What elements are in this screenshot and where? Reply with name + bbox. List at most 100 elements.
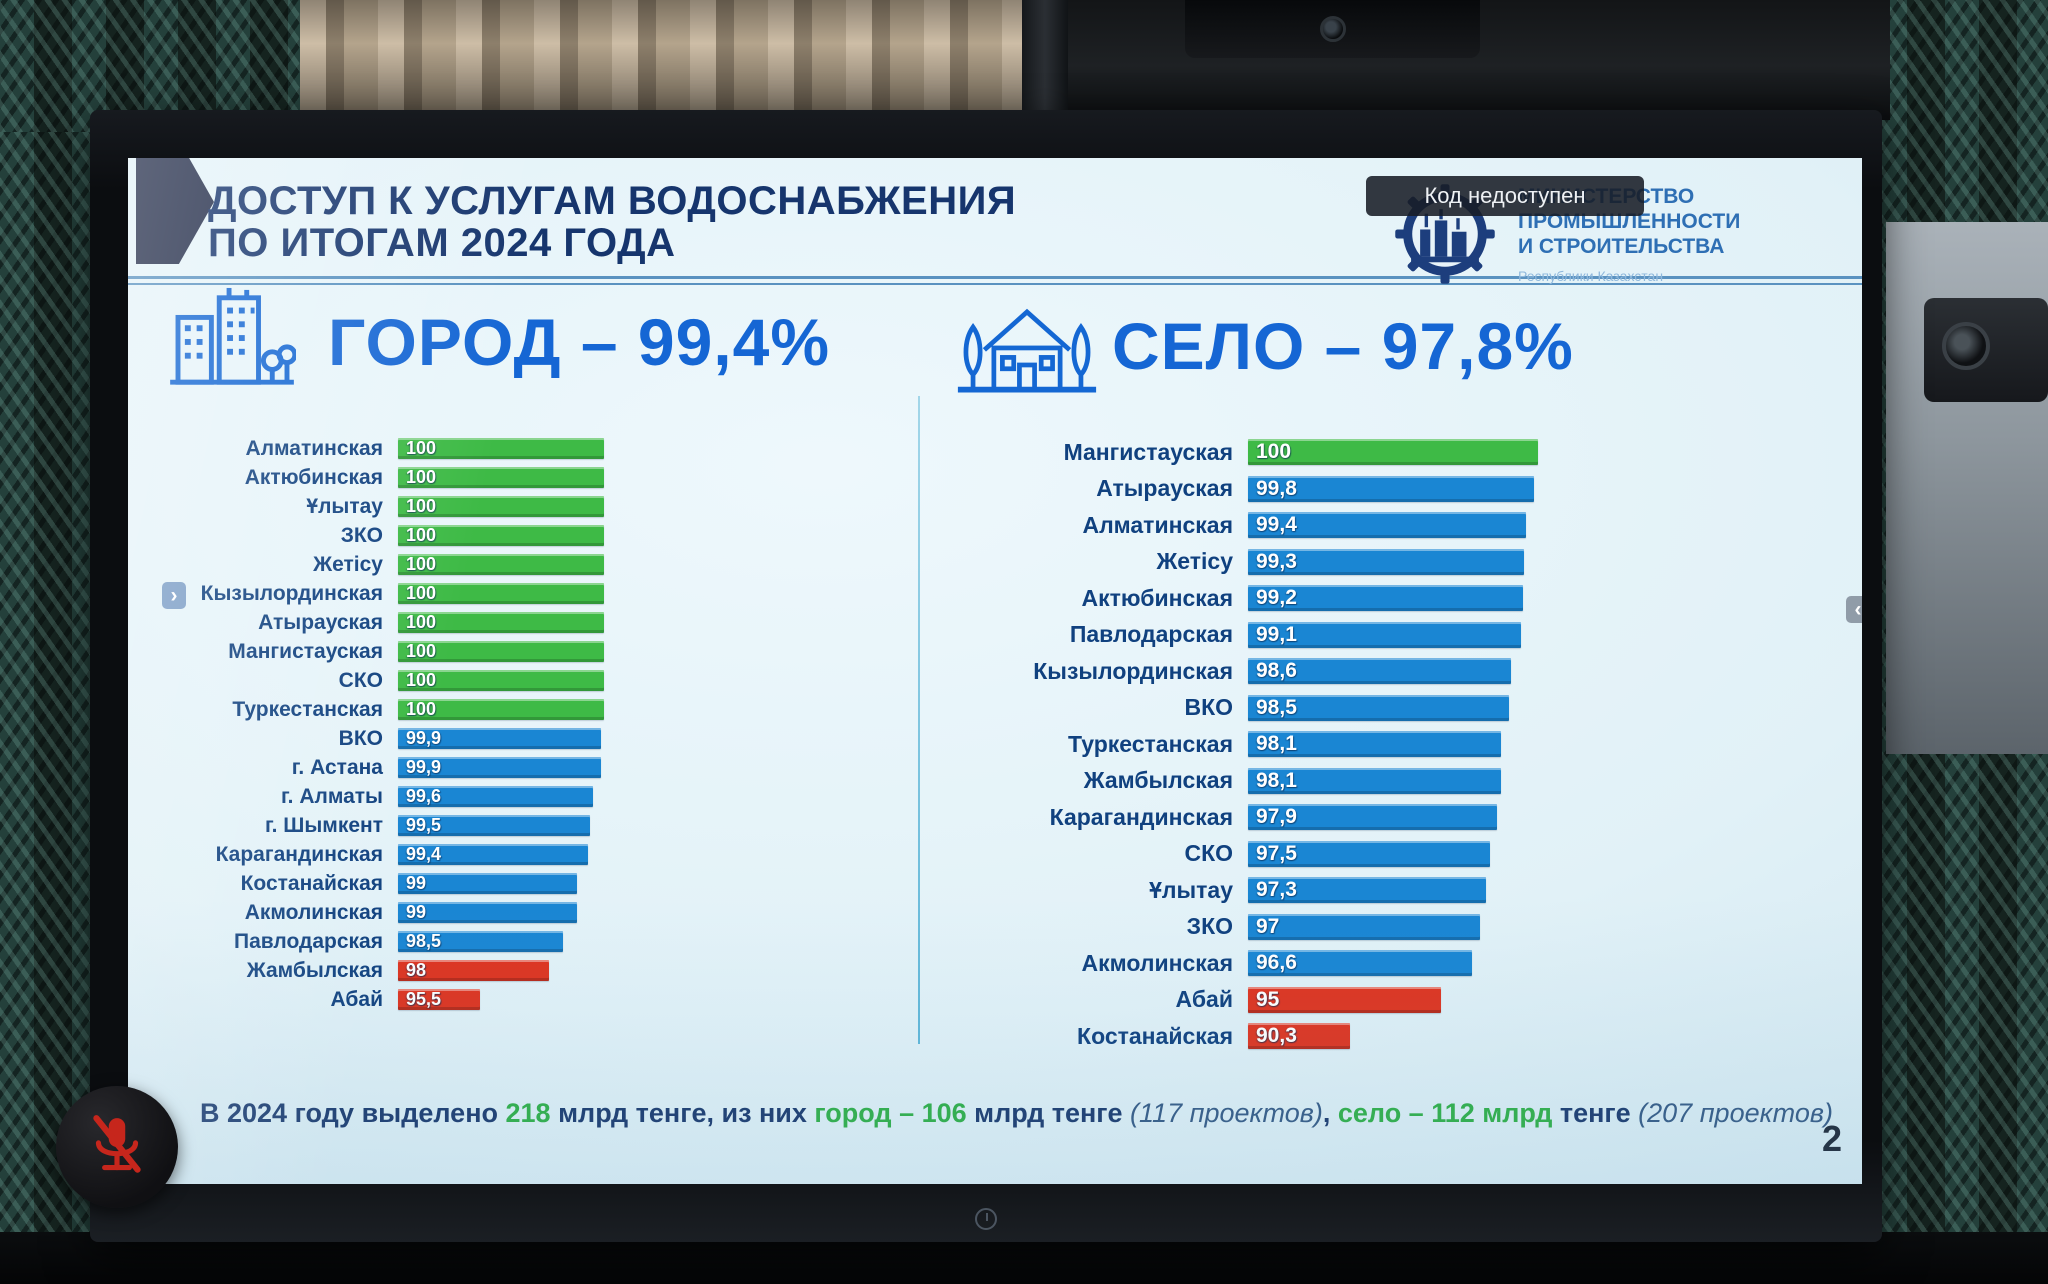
bar-track: 98,6 — [1248, 653, 1538, 690]
bar-value: 99,3 — [1256, 549, 1297, 573]
bar-green: 100 — [398, 525, 604, 546]
bar-track: 98,5 — [1248, 690, 1538, 727]
bar-track: 100 — [398, 608, 604, 637]
region-label: Туркестанская — [1068, 730, 1233, 757]
bar-track: 100 — [398, 434, 604, 463]
region-label: Актюбинская — [1081, 584, 1233, 611]
region-label: Алматинская — [1082, 511, 1233, 538]
bar-track: 99,9 — [398, 724, 604, 753]
bar-value: 99,8 — [1256, 476, 1297, 500]
microphone-muted-badge — [56, 1086, 178, 1208]
bar-green: 100 — [398, 438, 604, 459]
chart-row: Атырауская 99,8 — [994, 471, 1844, 508]
nav-arrow-right-edge[interactable]: ‹ — [1846, 596, 1862, 623]
bar-track: 95,5 — [398, 985, 604, 1014]
chart-row: Павлодарская 98,5 — [166, 927, 906, 956]
region-label: Костанайская — [1077, 1022, 1233, 1049]
chart-row: Мангистауская 100 — [994, 434, 1844, 471]
bar-blue: 99,8 — [1248, 475, 1535, 502]
bar-value: 100 — [1256, 440, 1292, 464]
chart-row: г. Астана 99,9 — [166, 753, 906, 782]
bar-blue: 98,1 — [1248, 767, 1502, 794]
tv-frame: ДОСТУП К УСЛУГАМ ВОДОСНАБЖЕНИЯ ПО ИТОГАМ… — [90, 110, 1882, 1242]
bar-value: 99,9 — [406, 728, 442, 748]
nav-arrow-left-edge[interactable]: › — [162, 582, 186, 609]
bar-track: 99,9 — [398, 753, 604, 782]
chart-row: Жамбылская 98 — [166, 956, 906, 985]
presentation-slide: ДОСТУП К УСЛУГАМ ВОДОСНАБЖЕНИЯ ПО ИТОГАМ… — [128, 158, 1862, 1184]
bar-value: 98,5 — [1256, 695, 1297, 719]
chart-row: ВКО 99,9 — [166, 724, 906, 753]
chart-row: Костанайская 99 — [166, 869, 906, 898]
code-unavailable-badge: Код недоступен — [1366, 176, 1644, 216]
ptz-camera-lens-icon — [1942, 322, 1990, 370]
region-label: Жамбылская — [1083, 767, 1233, 794]
bar-track: 95 — [1248, 982, 1538, 1019]
city-buildings-icon — [168, 286, 298, 399]
bar-track: 97,5 — [1248, 836, 1538, 873]
region-label: Атырауская — [1096, 475, 1233, 502]
bar-track: 100 — [398, 463, 604, 492]
bar-value: 90,3 — [1256, 1024, 1297, 1048]
column-divider — [918, 396, 920, 1044]
footnote-segment: 218 — [505, 1098, 551, 1128]
bar-value: 97,5 — [1256, 841, 1297, 865]
footnote-segment: млрд тенге — [966, 1098, 1131, 1128]
bar-value: 100 — [406, 641, 437, 661]
chart-row: Жамбылская 98,1 — [994, 763, 1844, 800]
region-label: г. Алматы — [281, 784, 383, 808]
chart-row: Абай 95 — [994, 982, 1844, 1019]
bar-value: 99 — [406, 902, 427, 922]
region-label: Актюбинская — [244, 465, 383, 489]
chart-row: г. Алматы 99,6 — [166, 782, 906, 811]
bar-track: 99,8 — [1248, 471, 1538, 508]
city-chart-title: ГОРОД – 99,4% — [328, 305, 831, 379]
tv-power-led-icon — [975, 1208, 997, 1230]
bar-value: 99,2 — [1256, 586, 1297, 610]
bar-track: 99 — [398, 898, 604, 927]
chart-row: Павлодарская 99,1 — [994, 617, 1844, 654]
bar-value: 99,6 — [406, 786, 442, 806]
region-label: г. Астана — [291, 755, 383, 779]
bar-track: 96,6 — [1248, 945, 1538, 982]
bar-track: 100 — [398, 550, 604, 579]
bar-blue: 99,4 — [1248, 512, 1527, 539]
bar-value: 99,5 — [406, 815, 442, 835]
bar-value: 97 — [1256, 914, 1280, 938]
region-label: Павлодарская — [1069, 621, 1233, 648]
chart-row: Алматинская 100 — [166, 434, 906, 463]
bar-value: 95,5 — [406, 989, 442, 1009]
title-ribbon-arrow — [136, 158, 214, 264]
bar-value: 99,1 — [1256, 622, 1297, 646]
chevron-left-icon: ‹ — [1854, 597, 1862, 621]
bar-track: 99,1 — [1248, 617, 1538, 654]
bar-value: 100 — [406, 525, 437, 545]
footnote-segment: (117 проектов) — [1130, 1098, 1323, 1128]
bar-green: 100 — [398, 612, 604, 633]
bar-value: 97,3 — [1256, 878, 1297, 902]
region-label: Жамбылская — [246, 958, 383, 982]
footnote-segment: , — [1322, 1098, 1338, 1128]
chart-row: Туркестанская 100 — [166, 695, 906, 724]
chart-row: Жетісу 100 — [166, 550, 906, 579]
bar-blue: 99,5 — [398, 815, 591, 836]
bar-value: 98 — [406, 960, 427, 980]
bar-green: 100 — [1248, 439, 1538, 466]
chart-row: Ұлытау 97,3 — [994, 872, 1844, 909]
chart-row: ВКО 98,5 — [994, 690, 1844, 727]
bar-blue: 97,9 — [1248, 804, 1498, 831]
bar-track: 100 — [398, 492, 604, 521]
bar-green: 100 — [398, 467, 604, 488]
bar-track: 100 — [398, 666, 604, 695]
region-label: Абай — [330, 987, 383, 1011]
bar-blue: 99,9 — [398, 757, 602, 778]
bar-blue: 97,5 — [1248, 840, 1490, 867]
bar-value: 98,1 — [1256, 768, 1297, 792]
bar-track: 90,3 — [1248, 1018, 1538, 1055]
microphone-muted-icon — [93, 1115, 141, 1173]
bar-value: 100 — [406, 612, 437, 632]
bar-track: 100 — [398, 521, 604, 550]
ministry-subtitle: Республики Казахстан — [1518, 268, 1664, 284]
region-label: Алматинская — [245, 436, 383, 460]
region-label: Жетісу — [313, 552, 383, 576]
